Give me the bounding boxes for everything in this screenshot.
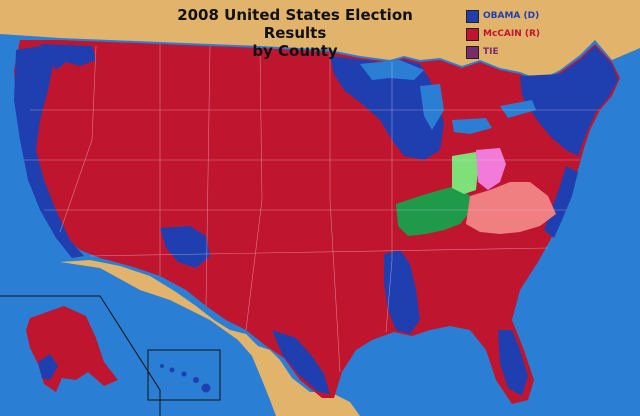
atlantic-coast-blue <box>544 166 578 238</box>
west-coast-blue <box>14 46 84 258</box>
legend-item-mccain: McCAIN (R) <box>466 26 576 42</box>
map-title: 2008 United States Election Results by C… <box>150 6 440 60</box>
highlight-pink-light-region <box>476 148 506 190</box>
southwest-blue <box>160 226 210 268</box>
florida-blue <box>498 330 528 396</box>
legend-item-obama: OBAMA (D) <box>466 8 576 24</box>
great-lakes-blue <box>330 56 444 160</box>
hawaii-islands <box>160 364 211 393</box>
highlight-green-dark-region <box>396 186 470 236</box>
state-borders <box>24 44 600 373</box>
legend-label-obama: OBAMA (D) <box>483 11 540 21</box>
canada-land <box>0 0 640 80</box>
legend-label-tie: TIE <box>483 47 499 57</box>
alaska-inset-frame <box>0 295 161 416</box>
northwest-blue <box>40 44 96 70</box>
map-title-line-1: 2008 United States Election Results <box>177 6 413 42</box>
texas-border-blue <box>272 330 330 394</box>
highlight-pink-dark-region <box>466 182 556 234</box>
legend-swatch-obama <box>466 9 479 23</box>
highlight-green-light-region <box>452 152 478 194</box>
hawaii-inset-frame <box>147 349 221 401</box>
legend-item-tie: TIE <box>466 44 576 60</box>
map-title-line-2: by County <box>252 42 338 60</box>
mississippi-blue <box>384 250 420 334</box>
northeast-blue <box>520 46 618 156</box>
mexico-land <box>60 260 360 416</box>
legend: OBAMA (D) McCAIN (R) TIE <box>466 8 576 62</box>
legend-swatch-mccain <box>466 27 479 41</box>
great-lakes <box>360 60 536 134</box>
legend-label-mccain: McCAIN (R) <box>483 29 541 39</box>
alaska-blue-part <box>38 354 58 380</box>
legend-swatch-tie <box>466 45 479 59</box>
